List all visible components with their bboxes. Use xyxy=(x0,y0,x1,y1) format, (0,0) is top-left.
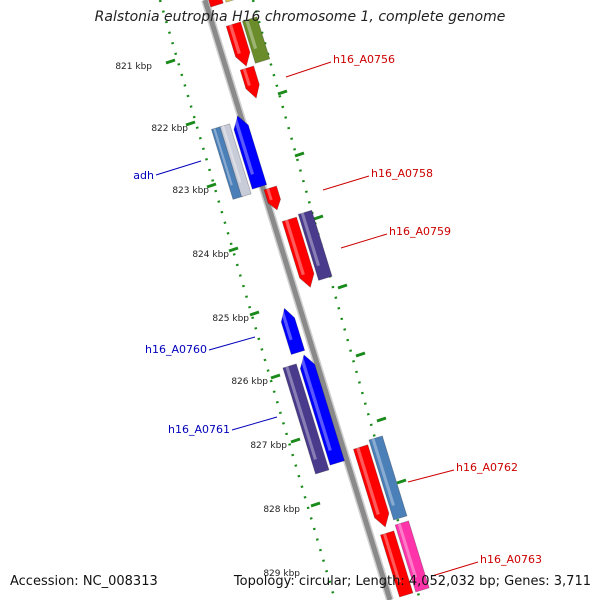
major-tick-right xyxy=(277,89,288,96)
gene-label-adh[interactable]: adh xyxy=(133,169,154,182)
gene-feature-h16-a0763[interactable] xyxy=(394,520,430,593)
gene-feature-red-bottom[interactable] xyxy=(379,530,414,598)
gene-feature-h16-a0762-body xyxy=(352,444,390,528)
gene-feature-h16-a0756-body xyxy=(225,21,251,67)
leader-line-h16-a0760 xyxy=(208,336,256,351)
gene-feature-h16-a0763-body xyxy=(394,520,430,593)
gene-feature-h16-a0760-body xyxy=(280,307,306,355)
leader-line-h16-a0756 xyxy=(285,61,332,78)
major-tick-left xyxy=(290,437,301,444)
major-tick-right xyxy=(355,351,366,358)
scale-tick-label: 821 kbp xyxy=(115,62,152,72)
major-tick-left xyxy=(185,120,196,127)
gene-feature-h16-a0759-body xyxy=(281,216,315,289)
gene-feature-h16-a0761[interactable] xyxy=(282,363,330,475)
gene-label-h16-a0759[interactable]: h16_A0759 xyxy=(389,225,451,238)
major-tick-left xyxy=(206,182,217,189)
gene-feature-h16-a0758-shine xyxy=(266,188,273,201)
gene-feature-top-yellow[interactable] xyxy=(217,0,238,3)
gene-feature-steel-blue-body xyxy=(368,435,408,521)
gene-feature-h16-a0762-shine xyxy=(356,447,380,515)
scale-tick-label: 825 kbp xyxy=(212,314,249,324)
gene-feature-adh-a-shine xyxy=(213,128,233,186)
gene-feature-adh-b[interactable] xyxy=(219,123,252,198)
gene-label-h16-a0760[interactable]: h16_A0760 xyxy=(145,343,207,356)
gene-feature-h16-a0761-body xyxy=(282,363,330,475)
gene-feature-red-small-shine xyxy=(242,68,251,87)
major-tick-left xyxy=(249,310,260,317)
gene-feature-h16-a0758-body xyxy=(263,185,281,211)
scale-tick-label: 824 kbp xyxy=(192,250,229,260)
gene-feature-blue-adh-shine xyxy=(233,116,255,175)
topology-text: Topology: circular; Length: 4,052,032 bp… xyxy=(233,574,591,589)
gene-feature-red-small-body xyxy=(239,65,260,99)
major-tick-left xyxy=(165,58,176,65)
gene-feature-h16-a0759[interactable] xyxy=(281,216,315,289)
gene-feature-h16-a0762[interactable] xyxy=(352,444,390,528)
leader-line-h16-a0762 xyxy=(407,469,455,483)
scale-tick-label: 829 kbp xyxy=(263,569,300,579)
gene-label-h16-a0762[interactable]: h16_A0762 xyxy=(456,461,518,474)
gene-feature-top-yellow-body xyxy=(224,0,235,3)
gene-feature-red-bottom-shine xyxy=(382,533,401,583)
gene-feature-top-red[interactable] xyxy=(202,0,224,8)
gene-label-h16-a0756[interactable]: h16_A0756 xyxy=(333,53,395,66)
gene-feature-purple-a[interactable] xyxy=(297,209,333,281)
major-tick-right xyxy=(337,283,348,290)
gene-feature-blue-adh-body xyxy=(233,115,268,190)
gene-feature-h16-a0760[interactable] xyxy=(280,307,306,355)
scale-tick-label: 826 kbp xyxy=(231,377,268,387)
leader-line-h16-a0758 xyxy=(322,175,370,191)
gene-feature-red-small[interactable] xyxy=(239,65,260,99)
leader-line-adh xyxy=(155,160,202,176)
gene-feature-purple-a-body xyxy=(297,209,333,281)
gene-feature-adh-b-body xyxy=(219,123,252,198)
major-tick-right xyxy=(396,478,407,485)
gene-feature-top-red-body xyxy=(208,0,224,8)
gene-feature-steel-blue-shine xyxy=(371,438,395,506)
gene-feature-adh-b-shine xyxy=(221,125,242,183)
gene-feature-steel-blue[interactable] xyxy=(368,435,408,521)
gene-feature-blue-large-body xyxy=(299,354,345,466)
gene-feature-h16-a0761-shine xyxy=(285,366,317,460)
gene-feature-olive-shine xyxy=(245,19,258,50)
gene-feature-blue-adh[interactable] xyxy=(233,115,268,190)
major-tick-left xyxy=(270,373,281,380)
gene-feature-olive[interactable] xyxy=(241,16,271,64)
major-tick-right xyxy=(313,214,324,221)
gene-feature-h16-a0758[interactable] xyxy=(263,185,281,211)
gene-feature-purple-a-shine xyxy=(300,212,321,267)
gene-feature-h16-a0756[interactable] xyxy=(225,21,251,67)
scale-tick-label: 823 kbp xyxy=(172,186,209,196)
scale-tick-label: 828 kbp xyxy=(263,505,300,515)
accession-text: Accession: NC_008313 xyxy=(10,574,158,589)
gene-feature-h16-a0759-shine xyxy=(284,219,305,276)
major-tick-left xyxy=(310,501,321,508)
gene-feature-h16-a0763-shine xyxy=(397,523,418,578)
gene-label-h16-a0761[interactable]: h16_A0761 xyxy=(168,423,230,436)
major-tick-left xyxy=(228,246,239,253)
leader-line-h16-a0759 xyxy=(340,233,388,249)
gene-label-h16-a0758[interactable]: h16_A0758 xyxy=(371,167,433,180)
major-tick-right xyxy=(294,151,305,158)
gene-feature-olive-body xyxy=(241,16,271,64)
leader-line-h16-a0761 xyxy=(231,416,278,431)
gene-label-h16-a0763[interactable]: h16_A0763 xyxy=(480,553,542,566)
leader-line-h16-a0763 xyxy=(431,561,479,577)
gene-feature-h16-a0760-shine xyxy=(280,308,293,341)
gene-feature-h16-a0756-shine xyxy=(228,24,241,55)
map-title: Ralstonia eutropha H16 chromosome 1, com… xyxy=(94,9,506,25)
major-tick-right xyxy=(376,416,387,423)
gene-feature-red-bottom-body xyxy=(379,530,414,598)
scale-tick-label: 822 kbp xyxy=(151,124,188,134)
scale-tick-label: 827 kbp xyxy=(250,441,287,451)
gene-feature-blue-large-shine xyxy=(299,355,332,451)
gene-feature-blue-large[interactable] xyxy=(299,354,345,466)
backbone xyxy=(202,0,393,601)
